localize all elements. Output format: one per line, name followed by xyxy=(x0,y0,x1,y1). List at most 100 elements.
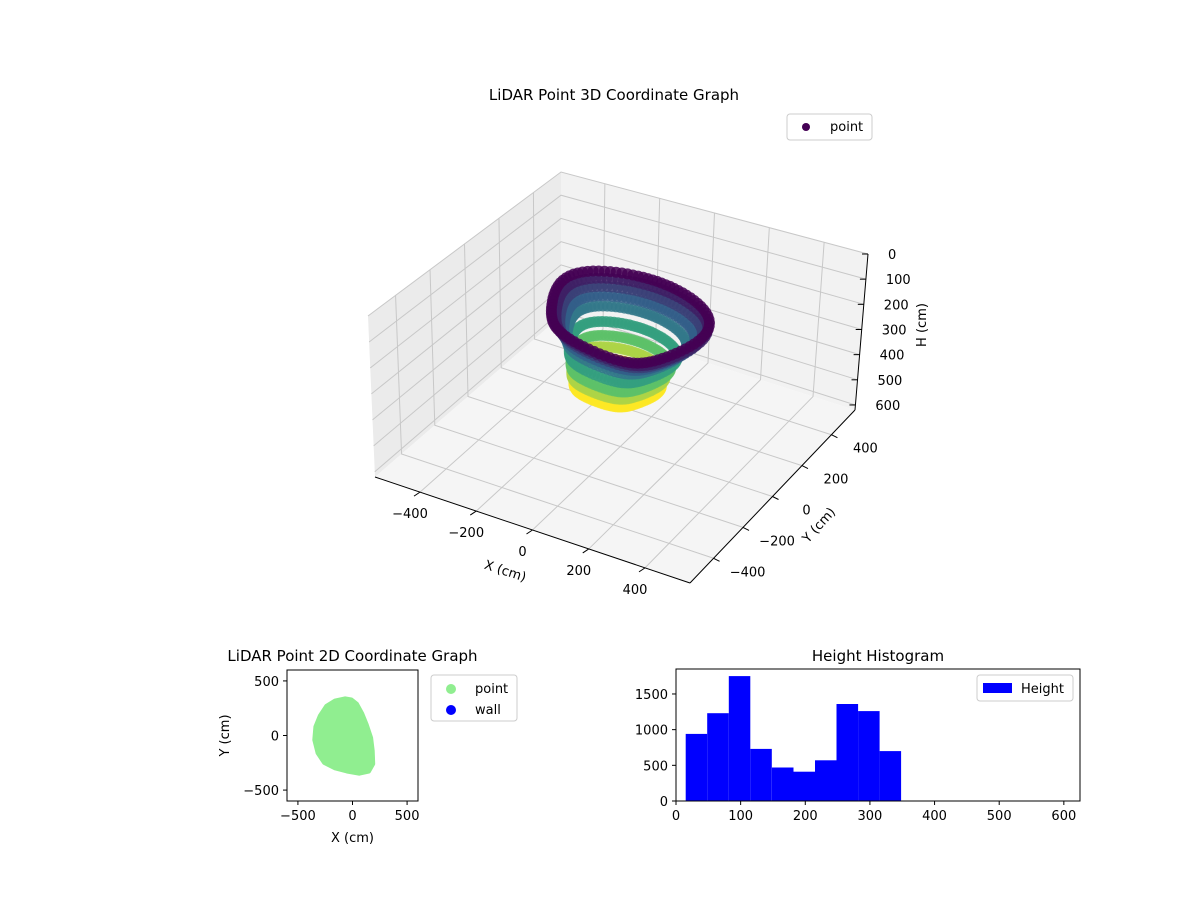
chart-height-histogram: Height Histogram 0 100 200 300 400 500 600 0 500 1… xyxy=(635,647,1081,824)
legend-box xyxy=(976,674,1074,702)
x-tick-mark xyxy=(413,491,421,497)
y-tick-label: −500 xyxy=(243,784,279,799)
x-tick-mark xyxy=(638,567,646,573)
y-tick-mark xyxy=(801,465,809,470)
z-tick-label: 300 xyxy=(882,323,907,338)
z-tick-label: 100 xyxy=(886,273,911,288)
y-tick-mark xyxy=(772,496,779,500)
legend-marker-height xyxy=(983,683,1012,693)
chart-2d-scatter: LiDAR Point 2D Coordinate Graph −500−500 0… xyxy=(218,647,518,846)
x-tick-label: 500 xyxy=(987,809,1012,824)
z-axis-label: H (cm) xyxy=(915,303,930,347)
y-tick-label: 1000 xyxy=(635,724,668,739)
x-tick-label: 0 xyxy=(518,545,526,560)
x-tick-mark xyxy=(469,510,477,516)
histogram-bar xyxy=(836,704,859,801)
legend-histogram: Height xyxy=(976,674,1074,702)
chart-histogram-title: Height Histogram xyxy=(812,647,944,665)
x-tick-mark xyxy=(582,548,590,554)
grid-h-0 xyxy=(367,171,869,317)
histogram-bar xyxy=(858,711,880,801)
chart-2d-title: LiDAR Point 2D Coordinate Graph xyxy=(227,647,477,665)
y-tick-label: 500 xyxy=(254,675,279,690)
x-tick-mark xyxy=(526,529,533,535)
y-tick-label: 500 xyxy=(643,759,668,774)
x-tick-label: 0 xyxy=(348,809,356,824)
x-tick-label: 500 xyxy=(395,809,420,824)
x-tick-label: −500 xyxy=(280,809,316,824)
data-point xyxy=(588,345,600,357)
y-tick-label: −400 xyxy=(730,565,766,580)
histogram-bar xyxy=(793,771,815,801)
grid-h-4 xyxy=(372,264,860,421)
legend-box xyxy=(786,113,873,141)
x-tick-label: 400 xyxy=(922,809,947,824)
histogram-bar xyxy=(685,733,708,801)
y-tick-label: 400 xyxy=(853,442,878,457)
x-tick-label: 400 xyxy=(623,583,648,598)
histogram-bar xyxy=(879,751,902,801)
x-tick-label: −400 xyxy=(392,507,428,522)
y-tick-label: 0 xyxy=(271,730,279,745)
legend-marker-wall xyxy=(446,705,456,715)
grid-y-4 xyxy=(532,192,832,436)
legend-label-wall: wall xyxy=(475,703,501,718)
grid-y-2 xyxy=(464,243,773,497)
grid-h-3 xyxy=(371,241,862,395)
z-tick-label: 500 xyxy=(878,374,903,389)
x-tick-label: 0 xyxy=(672,809,680,824)
grid-x-3 xyxy=(588,227,770,550)
x-tick-label: 200 xyxy=(566,564,591,579)
histogram-bar xyxy=(728,676,751,801)
point-cloud-footprint xyxy=(312,696,376,776)
point-cloud xyxy=(545,265,715,413)
grid-y-0 xyxy=(395,295,714,559)
grid-x-4 xyxy=(644,242,825,569)
grid-h-2 xyxy=(369,217,864,369)
grid-y-1 xyxy=(429,269,744,528)
legend-marker-point xyxy=(446,684,456,694)
y-tick-mark xyxy=(713,557,720,562)
grid-h-1 xyxy=(368,194,867,343)
legend-3d: point xyxy=(786,113,873,141)
x-tick-label: 100 xyxy=(728,809,753,824)
data-point xyxy=(592,370,604,382)
chart-3d-title: LiDAR Point 3D Coordinate Graph xyxy=(489,86,739,104)
y-tick-mark xyxy=(831,434,838,439)
z-axis-line xyxy=(854,253,869,411)
y-tick-label: 200 xyxy=(824,473,849,488)
legend-marker-point xyxy=(802,123,810,131)
grid-y-3 xyxy=(498,218,803,467)
axes-frame xyxy=(675,668,1081,802)
y-tick-label: 1500 xyxy=(635,688,668,703)
histogram-bar xyxy=(750,748,772,801)
data-point xyxy=(591,380,603,392)
histogram-bar xyxy=(771,767,794,801)
legend-label-point: point xyxy=(830,120,863,135)
y-tick-label: 0 xyxy=(660,795,668,810)
x-axis-label: X (cm) xyxy=(482,558,528,586)
x-axis-label: X (cm) xyxy=(331,831,374,846)
x-tick-label: 200 xyxy=(793,809,818,824)
y-tick-mark xyxy=(742,526,750,531)
pane-back-left xyxy=(368,172,561,477)
chart-3d-scatter: LiDAR Point 3D Coordinate Graph −400 −200 0… xyxy=(367,86,930,598)
histogram-bar xyxy=(707,713,729,801)
legend-label-point: point xyxy=(475,682,508,697)
x-tick-label: 600 xyxy=(1051,809,1076,824)
legend-2d: point wall xyxy=(430,674,518,722)
legend-label-height: Height xyxy=(1021,682,1064,697)
pane-back-right xyxy=(561,172,868,410)
x-tick-label: 300 xyxy=(858,809,883,824)
z-tick-label: 400 xyxy=(880,349,905,364)
z-tick-label: 600 xyxy=(875,399,900,414)
pane-floor xyxy=(375,316,855,583)
grid-x-2 xyxy=(532,212,715,531)
histogram-bar xyxy=(815,760,837,801)
y-tick-label: 0 xyxy=(802,504,810,519)
y-tick-label: −200 xyxy=(759,534,795,549)
z-tick-label: 200 xyxy=(884,298,909,313)
y-axis-label: Y (cm) xyxy=(218,714,233,757)
grid-x-0 xyxy=(419,183,606,493)
